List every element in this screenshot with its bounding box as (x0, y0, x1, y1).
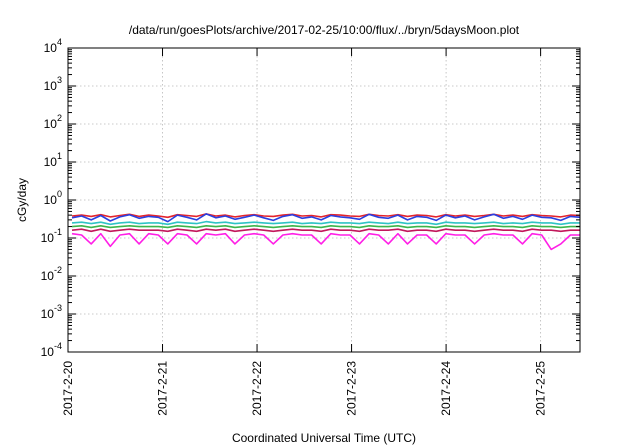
series-line-4 (71, 225, 580, 229)
y-tick-label: 10-3 (41, 303, 62, 321)
y-tick-labels: 10-4 10-3 10-2 10-1 100 101 102 103 104 (41, 37, 62, 359)
ticks (67, 47, 580, 353)
series-layer (71, 213, 581, 251)
series-line-5 (71, 228, 580, 233)
x-axis-label: Coordinated Universal Time (UTC) (232, 431, 416, 445)
y-tick-label: 10-2 (41, 265, 62, 283)
y-tick-label: 10-1 (41, 227, 62, 245)
x-tick-label: 2017-2-20 (61, 361, 75, 416)
x-tick-label: 2017-2-23 (345, 361, 359, 416)
chart-title: /data/run/goesPlots/archive/2017-02-25/1… (129, 23, 520, 37)
y-tick-label: 10-4 (41, 341, 62, 359)
x-tick-label: 2017-2-25 (534, 361, 548, 416)
y-tick-label: 103 (44, 75, 62, 93)
series-line-2 (71, 213, 581, 223)
series-line-6 (71, 232, 580, 251)
x-tick-label: 2017-2-24 (439, 361, 453, 416)
y-tick-label: 100 (44, 189, 62, 207)
grid (67, 48, 580, 352)
series-line-3 (71, 220, 580, 226)
y-tick-label: 104 (44, 37, 62, 55)
y-axis-label: cGy/day (15, 178, 29, 222)
y-tick-label: 102 (44, 113, 62, 131)
x-tick-labels: 2017-2-20 2017-2-21 2017-2-22 2017-2-23 2017… (61, 361, 548, 416)
x-tick-label: 2017-2-22 (250, 361, 264, 416)
x-tick-label: 2017-2-21 (156, 361, 170, 416)
y-tick-label: 101 (44, 151, 62, 169)
